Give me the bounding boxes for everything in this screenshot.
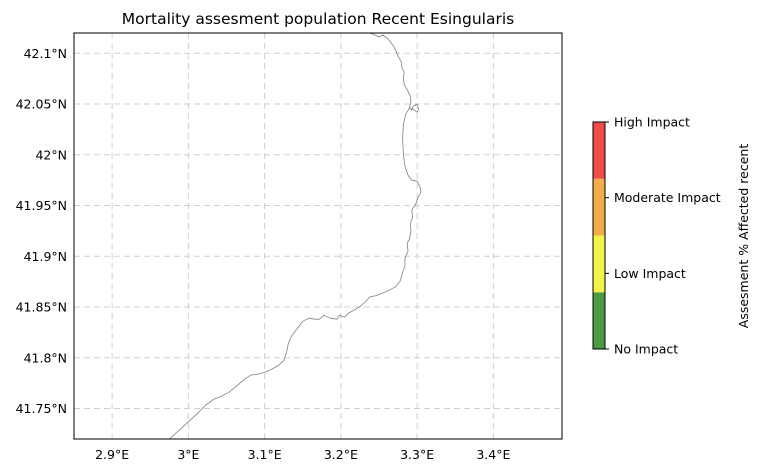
y-tick-label: 41.75°N <box>16 401 67 416</box>
y-tick-label: 41.95°N <box>16 198 67 213</box>
x-axis-ticks: 2.9°E 3°E 3.1°E 3.2°E 3.3°E 3.4°E <box>95 447 510 462</box>
y-axis-ticks: 42.1°N 42.05°N 42°N 41.95°N 41.9°N 41.85°N 41.… <box>16 46 67 416</box>
colorbar-segments <box>593 122 605 349</box>
colorbar-segment-low-impact <box>593 235 605 293</box>
x-tick-label: 3.1°E <box>248 447 282 462</box>
y-tick-label: 42.1°N <box>24 46 67 61</box>
y-tick-label: 42.05°N <box>16 97 67 112</box>
colorbar-ticks: No Impact Low Impact Moderate Impact High I… <box>605 115 721 357</box>
y-tick-label: 41.9°N <box>24 249 67 264</box>
x-tick-label: 2.9°E <box>95 447 129 462</box>
gridlines <box>74 33 562 439</box>
colorbar: No Impact Low Impact Moderate Impact High I… <box>592 115 751 357</box>
x-tick-label: 3.3°E <box>400 447 434 462</box>
x-tick-label: 3.4°E <box>476 447 510 462</box>
colorbar-tick-label: Low Impact <box>614 266 686 281</box>
colorbar-title: Assesment % Affected recent <box>736 144 751 329</box>
colorbar-segment-no-impact <box>593 292 605 349</box>
colorbar-segment-high-impact <box>593 122 605 179</box>
colorbar-frame <box>592 121 606 350</box>
map-title: Mortality assesment population Recent Es… <box>122 10 514 28</box>
plot-background <box>74 33 562 439</box>
colorbar-tick-label: High Impact <box>614 115 690 130</box>
colorbar-tick-label: No Impact <box>614 342 678 357</box>
colorbar-segment-moderate-impact <box>593 178 605 236</box>
plot-frame <box>73 32 563 440</box>
x-tick-label: 3°E <box>177 447 199 462</box>
y-tick-label: 41.8°N <box>24 350 67 365</box>
y-tick-label: 42°N <box>35 147 67 162</box>
map-plot-area[interactable] <box>73 32 563 440</box>
coastline-line <box>169 32 422 440</box>
x-tick-label: 3.2°E <box>324 447 358 462</box>
colorbar-tick-label: Moderate Impact <box>614 190 721 205</box>
y-tick-label: 41.85°N <box>16 300 67 315</box>
